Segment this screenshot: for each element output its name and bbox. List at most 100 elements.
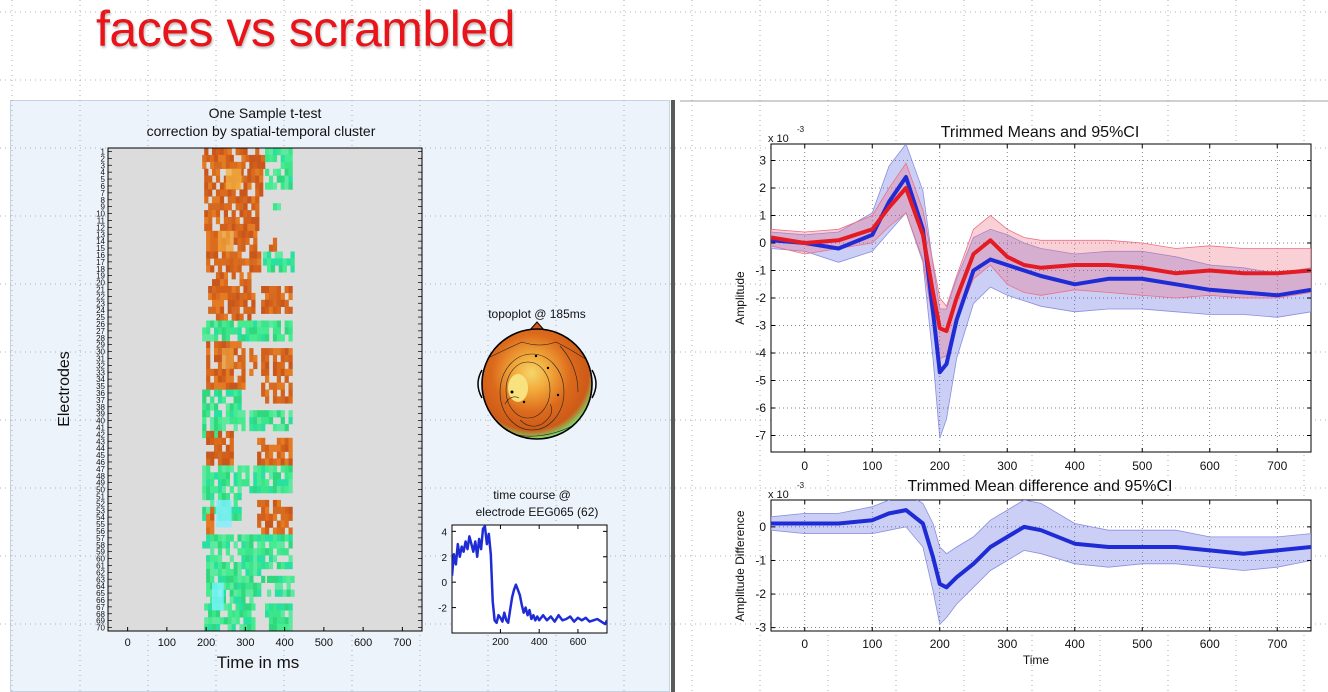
heatmap-cell	[274, 258, 279, 266]
y-tick-label: -7	[755, 429, 766, 443]
heatmap-cell	[253, 424, 258, 432]
heatmap-cell	[284, 479, 289, 487]
heatmap-cell	[268, 534, 274, 542]
heatmap-cell	[276, 520, 281, 528]
figure-divider[interactable]	[671, 100, 675, 692]
heatmap-cell	[243, 210, 248, 218]
heatmap-cell	[268, 562, 274, 570]
heatmap-cell	[219, 292, 225, 301]
heatmap-cell	[284, 175, 289, 183]
heatmap-cell	[210, 265, 215, 273]
heatmap-cell	[257, 458, 262, 466]
heatmap-cell	[233, 348, 238, 356]
heatmap-cell	[284, 534, 289, 542]
heatmap-cell	[241, 382, 246, 390]
heatmap-cell	[261, 320, 266, 328]
heatmap-cell	[237, 382, 242, 390]
heatmap-cell	[276, 175, 281, 183]
heatmap-y-tick-label: 8	[101, 196, 106, 205]
heatmap-cell	[247, 313, 252, 321]
heatmap-cell	[210, 154, 215, 163]
heatmap-cell	[243, 223, 248, 232]
heatmap-cell	[265, 334, 270, 342]
heatmap-cell	[284, 458, 289, 466]
heatmap-cell	[204, 148, 209, 156]
heatmap-cell	[206, 562, 211, 570]
heatmap-cell	[265, 396, 270, 404]
heatmap-x-tick-labels: 0 100 200 300 400 500 600 700	[125, 627, 412, 649]
heatmap-cell	[245, 230, 250, 238]
heatmap-cell	[217, 327, 223, 335]
heatmap-cell	[265, 499, 270, 508]
heatmap-cell	[272, 306, 278, 314]
x-tick-label: 600	[570, 637, 587, 648]
heatmap-cell	[214, 348, 219, 356]
heatmap-cell	[225, 368, 230, 376]
heatmap-cell	[233, 562, 238, 570]
heatmap-cell	[282, 589, 287, 597]
heatmap-cell	[272, 465, 278, 473]
heatmap-cell	[245, 541, 250, 549]
heatmap-cell	[229, 444, 234, 452]
heatmap-cell	[241, 375, 246, 383]
heatmap-cell	[288, 410, 293, 418]
heatmap-cell	[217, 458, 223, 466]
heatmap-cell	[257, 541, 262, 549]
heatmap-cell	[210, 568, 215, 577]
heatmap-y-tick-label: 57	[96, 534, 105, 543]
heatmap-cell	[206, 589, 211, 597]
heatmap-cell	[268, 513, 274, 521]
heatmap-cell	[217, 382, 223, 390]
heatmap-cell	[280, 437, 285, 445]
heatmap-cell	[272, 182, 278, 190]
heatmap-cell	[276, 299, 281, 307]
heatmap-cell	[265, 534, 270, 542]
heatmap-cell	[202, 506, 207, 514]
heatmap-cell	[243, 196, 248, 204]
heatmap-cell	[235, 217, 240, 225]
heatmap-cell	[276, 424, 281, 432]
heatmap-cell	[212, 617, 217, 625]
heatmap-cell	[221, 451, 226, 459]
heatmap-cell	[247, 603, 252, 611]
heatmap-y-tick-label: 7	[101, 189, 106, 198]
heatmap-cell	[206, 327, 211, 335]
heatmap-cell	[229, 555, 234, 563]
heatmap-cell	[210, 237, 215, 245]
heatmap-cell	[229, 368, 234, 376]
heatmap-cell	[231, 196, 236, 204]
heatmap-cell	[206, 410, 211, 418]
heatmap-cell	[214, 341, 219, 349]
heatmap-cell	[241, 562, 246, 570]
y-tick-label: 0	[759, 520, 766, 534]
heatmap-cell	[268, 465, 274, 473]
heatmap-cell	[214, 562, 219, 570]
heatmap-cell	[215, 624, 221, 631]
heatmap-cell	[265, 168, 270, 176]
heatmap-cell	[204, 196, 209, 204]
heatmap-cell	[249, 327, 254, 335]
heatmap-cell	[241, 410, 246, 418]
heatmap-cell	[249, 355, 254, 363]
heatmap-cell	[214, 444, 219, 452]
heatmap-cell	[257, 534, 262, 542]
heatmap-cell	[245, 534, 250, 542]
heatmap-cell	[233, 417, 238, 425]
heatmap-cell	[288, 154, 293, 163]
heatmap-cell	[237, 582, 242, 590]
main-chart-title: Trimmed Means and 95%CI	[941, 124, 1140, 141]
heatmap-cell	[221, 334, 226, 342]
heatmap-cell	[221, 458, 226, 466]
main-chart-grid	[771, 144, 1311, 452]
heatmap-cell	[229, 389, 234, 397]
heatmap-cell	[241, 555, 246, 563]
heatmap-y-tick-label: 65	[96, 589, 105, 598]
heatmap-cell	[225, 582, 230, 590]
heatmap-cell	[272, 617, 278, 625]
heatmap-cell	[247, 182, 252, 190]
heatmap-cell	[217, 265, 223, 273]
heatmap-cell	[229, 575, 234, 583]
heatmap-peak	[225, 168, 242, 190]
heatmap-cell	[221, 589, 226, 597]
heatmap-cell	[215, 196, 221, 204]
